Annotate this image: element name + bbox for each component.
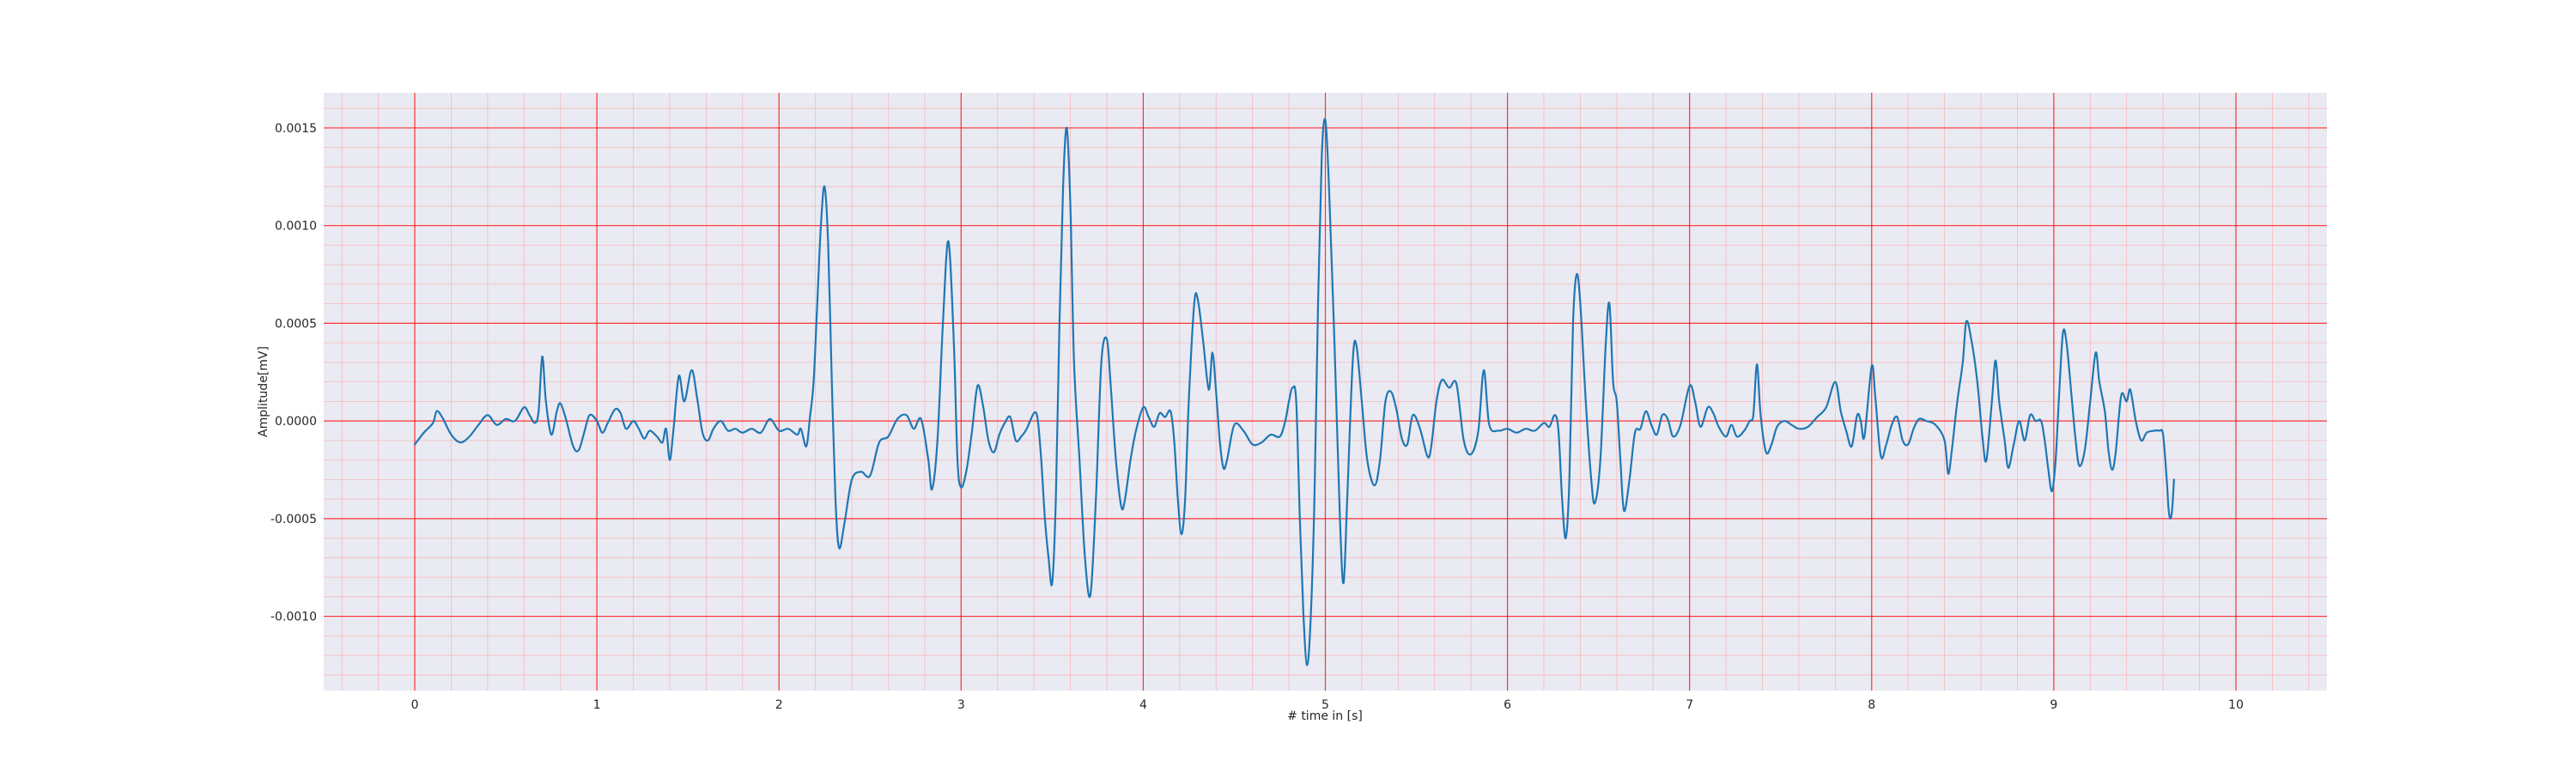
x-tick-label: 10 (2228, 698, 2244, 712)
y-axis-ticks: 0.0015 0.0010 0.0005 0.0000 -0.0005 -0.0010 (270, 122, 317, 624)
y-tick-label: -0.0010 (270, 611, 317, 624)
series-line (413, 118, 2175, 666)
y-tick-label: 0.0010 (275, 220, 317, 234)
x-tick-label: 6 (1504, 698, 1511, 712)
y-tick-label: 0.0005 (275, 317, 317, 331)
y-axis-label: Amplitude[mV] (257, 346, 270, 437)
x-tick-label: 7 (1686, 698, 1693, 712)
x-tick-label: 8 (1868, 698, 1875, 712)
y-tick-label: 0.0000 (275, 415, 317, 429)
y-tick-label: -0.0005 (270, 513, 317, 526)
x-tick-label: 3 (957, 698, 965, 712)
x-tick-label: 2 (775, 698, 783, 712)
x-tick-label: 5 (1321, 698, 1329, 712)
x-tick-label: 4 (1139, 698, 1147, 712)
major-grid (324, 93, 2327, 691)
x-axis-label: # time in [s] (1287, 709, 1363, 723)
x-axis-ticks: 0 1 2 3 4 5 6 7 8 9 10 (411, 698, 2244, 712)
x-tick-label: 0 (411, 698, 419, 712)
x-tick-label: 9 (2050, 698, 2057, 712)
y-tick-label: 0.0015 (275, 122, 317, 136)
x-tick-label: 1 (593, 698, 601, 712)
